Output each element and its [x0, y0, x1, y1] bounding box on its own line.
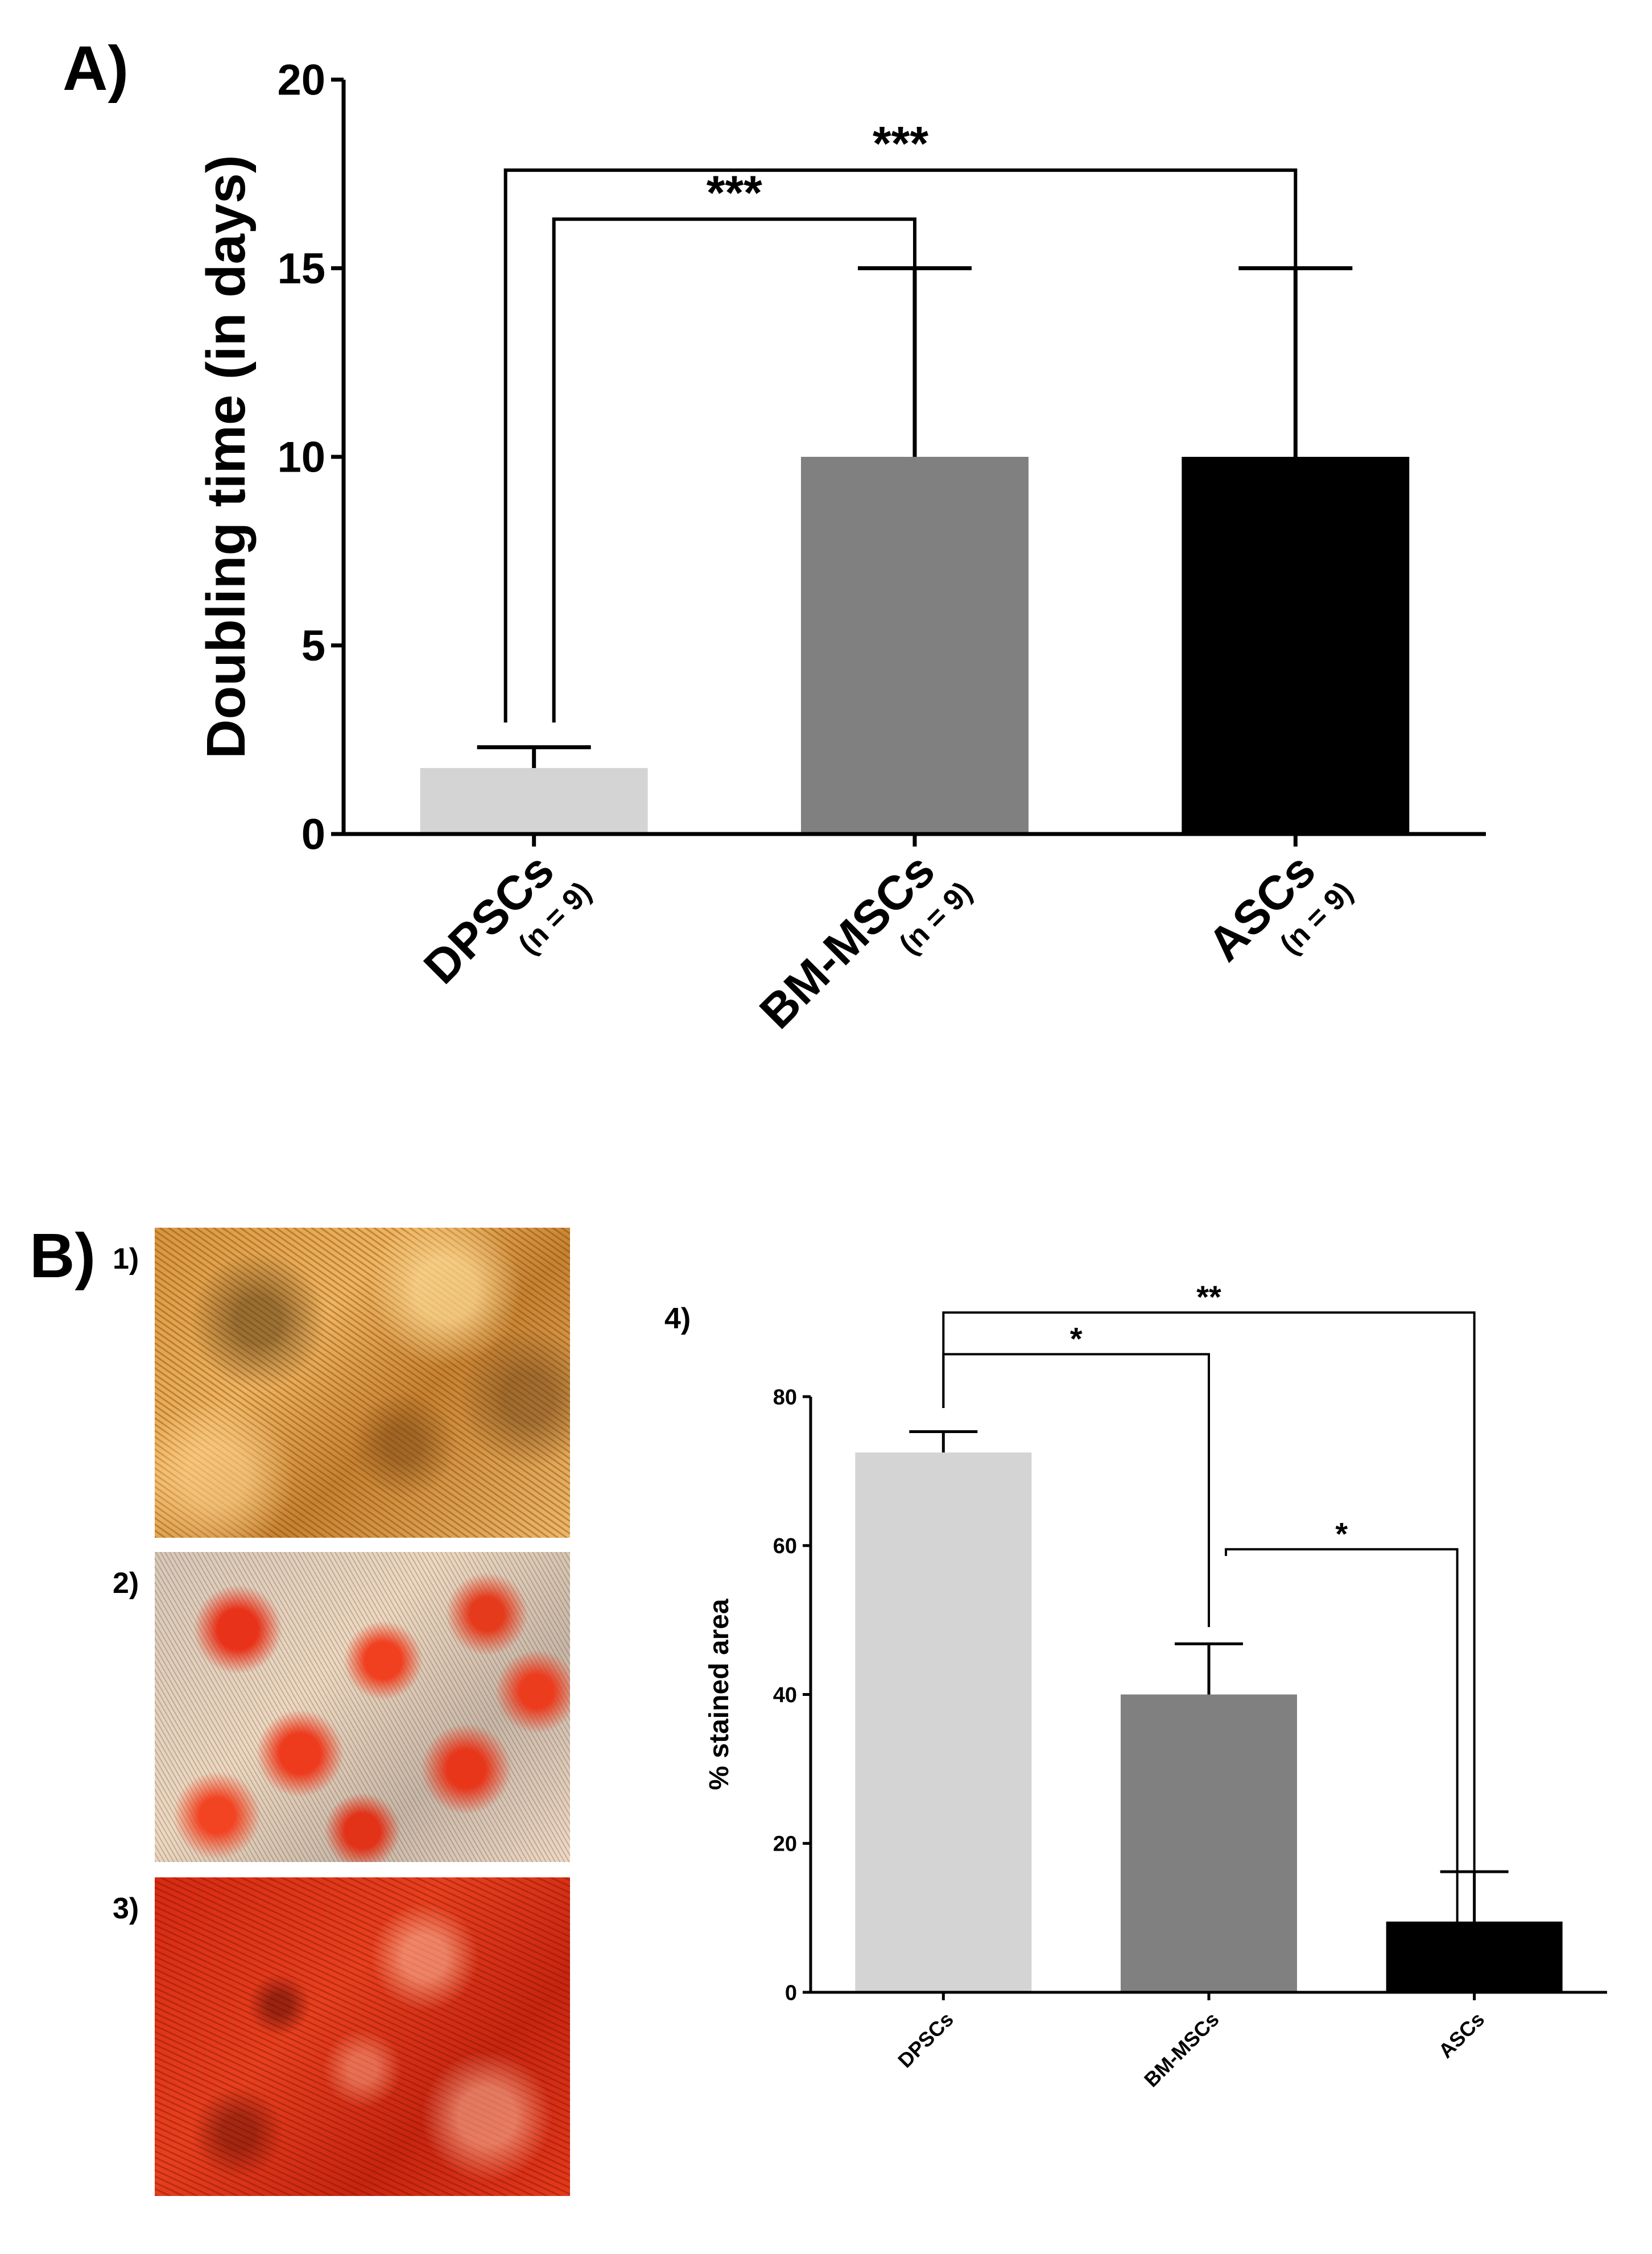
x-tick-label: ASCs: [1434, 2008, 1489, 2063]
bar-ascs: [1386, 1921, 1563, 1992]
bar-dpscs: [855, 1452, 1032, 1992]
significance-label: **: [1196, 1279, 1221, 1315]
micrograph-2: [155, 1552, 570, 1862]
x-tick-label-group: BM-MSCs(n = 9): [749, 843, 978, 1039]
chart-b-label: 4): [664, 1302, 691, 1335]
micrograph-3-label: 3): [113, 1892, 139, 1925]
y-axis-label: Doubling time (in days): [196, 155, 257, 758]
bar-bm-mscs: [801, 457, 1029, 834]
significance-label: *: [1070, 1320, 1083, 1356]
y-tick-label: 0: [302, 811, 325, 859]
significance-label: *: [1335, 1516, 1348, 1551]
micrograph-1: [155, 1228, 570, 1538]
x-tick-label-group: DPSCs: [893, 2008, 958, 2073]
y-tick-label: 5: [302, 622, 325, 670]
x-tick-label-group: ASCs: [1434, 2008, 1489, 2063]
panel-a-label: A): [63, 34, 129, 104]
micrograph-1-label: 1): [113, 1242, 139, 1275]
chart-a: 0 5 10 15 20 DPSCs(n = 9) BM-MSCs(n = 9) ASCs(n…: [196, 56, 1486, 1039]
significance-bracket: [552, 217, 916, 723]
x-tick-label: DPSCs: [893, 2008, 958, 2073]
y-tick-label: 15: [277, 245, 325, 293]
chart-b: 0 20 40 60 80 DPSCs BM-MSCs ASCs % stained area *…: [704, 1279, 1607, 2091]
panel-b-label: B): [30, 1221, 96, 1291]
significance-bracket: [1225, 1548, 1459, 1923]
y-tick-label: 60: [773, 1534, 797, 1558]
y-axis-label: % stained area: [704, 1599, 734, 1790]
significance-label: ***: [707, 166, 762, 219]
y-tick-label: 40: [773, 1683, 797, 1707]
x-tick-label-group: ASCs(n = 9): [1197, 843, 1359, 971]
significance-bracket: [503, 168, 1298, 723]
bar-ascs: [1182, 457, 1410, 834]
x-tick-label-group: DPSCs(n = 9): [414, 843, 598, 994]
x-tick-label: BM-MSCs: [1139, 2008, 1224, 2092]
significance-label: ***: [873, 117, 928, 170]
y-tick-label: 80: [773, 1385, 797, 1409]
bar-bm-mscs: [1121, 1694, 1297, 1992]
micrograph-3: [155, 1877, 570, 2196]
y-tick-label: 20: [277, 56, 325, 105]
micrograph-2-label: 2): [113, 1567, 139, 1600]
bar-dpscs: [420, 767, 648, 834]
y-tick-label: 10: [277, 434, 325, 482]
y-tick-label: 20: [773, 1832, 797, 1856]
x-tick-label-group: BM-MSCs: [1139, 2008, 1224, 2092]
y-tick-label: 0: [785, 1981, 797, 2005]
significance-bracket: [942, 1311, 1476, 1923]
